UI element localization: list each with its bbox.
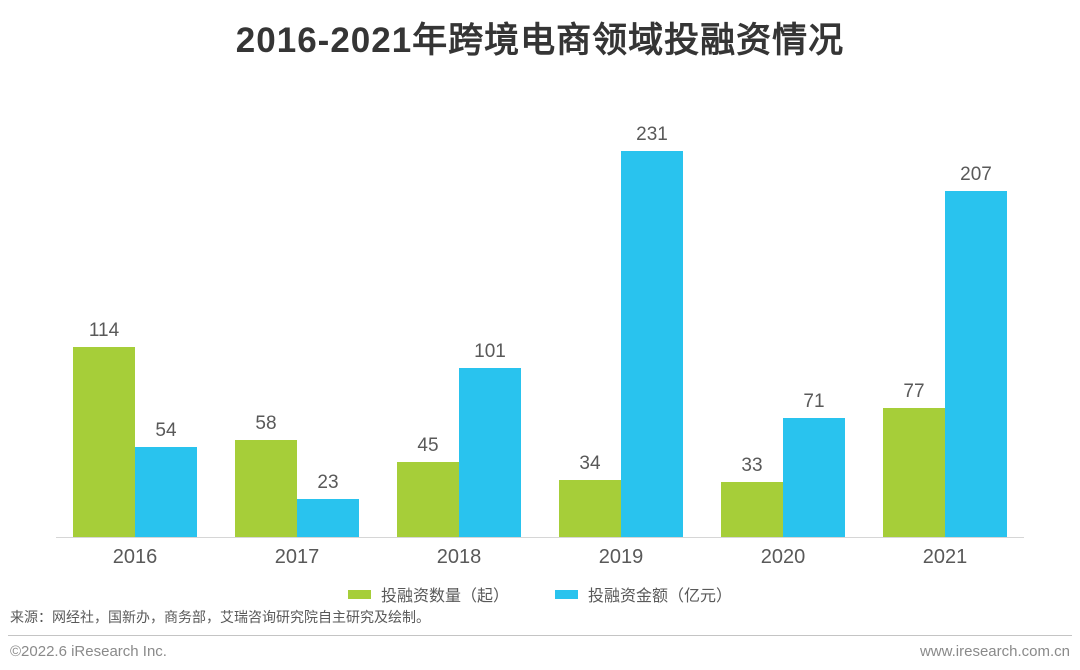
x-axis-label-2019: 2019: [598, 546, 644, 568]
x-axis-label-2020: 2020: [760, 546, 806, 568]
bar-value-label: 101: [474, 341, 506, 362]
chart-title: 2016-2021年跨境电商领域投融资情况: [235, 21, 845, 60]
legend-label-deal-amount: 投融资金额（亿元）: [588, 588, 733, 605]
bar-value-label: 23: [317, 472, 339, 493]
legend-item-deal-count: 投融资数量（起）: [347, 582, 509, 606]
bar-value-label: 77: [903, 381, 925, 402]
legend-label-deal-count: 投融资数量（起）: [380, 588, 509, 605]
chart-legend: 投融资数量（起） 投融资金额（亿元）: [0, 582, 1080, 606]
bar-green-2017: 58: [235, 413, 297, 537]
bar-blue-2017: 23: [297, 472, 359, 537]
bar-blue-2018: 101: [459, 341, 521, 537]
bar-value-label: 114: [88, 320, 120, 341]
bar-group-2021: 77 207: [883, 164, 1007, 537]
footer-divider: [8, 635, 1072, 636]
bar-blue-2020: 71: [783, 391, 845, 537]
source-note: 来源：网经社，国新办，商务部，艾瑞咨询研究院自主研究及绘制。: [10, 609, 430, 625]
bar-chart-plot-area: 114 54 58 23 45 101 34 231 33 71 77 207: [56, 110, 1024, 538]
x-axis-label-2021: 2021: [922, 546, 968, 568]
x-axis-label-2018: 2018: [436, 546, 482, 568]
bar-value-label: 231: [636, 124, 668, 145]
bar-group-2020: 33 71: [721, 391, 845, 537]
bar-green-2016: 114: [73, 320, 135, 537]
bar-value-label: 58: [255, 413, 277, 434]
bar-value-label: 54: [155, 420, 177, 441]
legend-item-deal-amount: 投融资金额（亿元）: [555, 582, 732, 606]
website-url: www.iresearch.com.cn: [919, 643, 1070, 660]
legend-swatch-green: [347, 589, 371, 599]
bar-group-2016: 114 54: [73, 320, 197, 537]
bar-value-label: 33: [741, 455, 763, 476]
bar-green-2018: 45: [397, 435, 459, 537]
legend-swatch-blue: [555, 589, 578, 599]
bar-green-2020: 33: [721, 455, 783, 537]
bar-group-2017: 58 23: [235, 413, 359, 537]
x-axis-labels: 2016 2017 2018 2019 2020 2021: [56, 546, 1024, 569]
bar-value-label: 45: [417, 435, 439, 456]
x-axis-label-2016: 2016: [112, 546, 158, 568]
copyright-text: ©2022.6 iResearch Inc.: [10, 643, 167, 660]
bar-value-label: 207: [960, 164, 992, 185]
bar-green-2019: 34: [559, 453, 621, 537]
x-axis-label-2017: 2017: [274, 546, 320, 568]
bar-blue-2019: 231: [621, 124, 683, 537]
bar-blue-2021: 207: [945, 164, 1007, 537]
bar-green-2021: 77: [883, 381, 945, 537]
bar-group-2019: 34 231: [559, 124, 683, 537]
bar-group-2018: 45 101: [397, 341, 521, 537]
bar-value-label: 71: [803, 391, 825, 412]
bar-blue-2016: 54: [135, 420, 197, 537]
bar-value-label: 34: [579, 453, 601, 474]
